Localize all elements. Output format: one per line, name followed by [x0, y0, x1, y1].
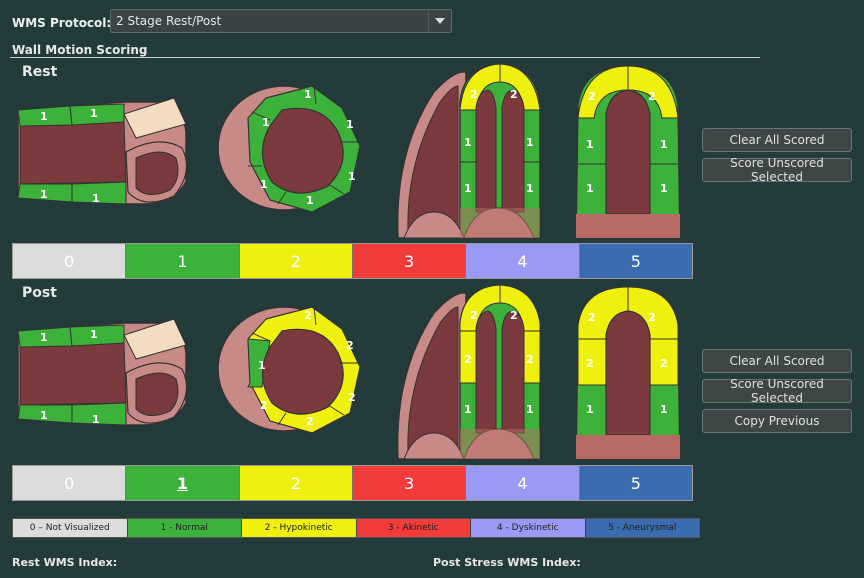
score-legend: 0 – Not Visualized 1 - Normal 2 - Hypoki… [12, 518, 700, 538]
post-la-score: 1 [90, 328, 98, 341]
post-4ch-score: 1 [526, 403, 534, 416]
rest-4ch-score: 1 [464, 182, 472, 195]
rest-score-0-button[interactable]: 0 [13, 244, 127, 278]
post-title: Post [22, 285, 57, 301]
rest-2ch-score: 2 [588, 90, 596, 103]
rest-four-chamber-view: 2 2 1 1 1 1 [396, 63, 541, 239]
post-sa-score: 2 [304, 309, 312, 322]
rest-la-score: 1 [40, 188, 48, 201]
rest-score-4-button[interactable]: 4 [466, 244, 580, 278]
post-4ch-score: 2 [510, 309, 518, 322]
post-2ch-score: 2 [588, 311, 596, 324]
wms-protocol-label: WMS Protocol: [12, 16, 112, 30]
post-score-3-button[interactable]: 3 [352, 466, 467, 500]
rest-4ch-score: 2 [510, 88, 518, 101]
rest-score-1-button[interactable]: 1 [126, 244, 240, 278]
post-la-score: 1 [40, 331, 48, 344]
rest-4ch-score: 1 [526, 182, 534, 195]
post-score-2-button[interactable]: 2 [239, 466, 353, 500]
post-2ch-score: 2 [586, 357, 594, 370]
post-la-seg-mid-inf[interactable] [71, 402, 127, 426]
post-2ch-score: 1 [586, 403, 594, 416]
rest-sa-score: 1 [260, 178, 268, 191]
section-title: Wall Motion Scoring [12, 43, 148, 57]
rest-sa-score: 1 [262, 116, 270, 129]
rest-4ch-score: 2 [470, 88, 478, 101]
rest-2ch-score: 1 [660, 182, 668, 195]
legend-item-4: 4 - Dyskinetic [471, 519, 586, 537]
post-2ch-score: 2 [660, 357, 668, 370]
rest-4ch-score: 1 [526, 136, 534, 149]
chevron-down-icon[interactable] [428, 10, 451, 32]
post-sa-score: 2 [346, 339, 354, 352]
rest-long-axis-view: 1 1 1 1 [17, 97, 188, 205]
rest-wms-index-label: Rest WMS Index: [12, 556, 118, 569]
post-four-chamber-view: 2 2 2 2 1 1 [396, 284, 541, 460]
legend-item-5: 5 - Aneurysmal [585, 519, 699, 537]
post-sa-score: 2 [306, 415, 314, 428]
rest-sa-score: 1 [348, 170, 356, 183]
post-score-1-button[interactable]: 1 [126, 466, 240, 500]
rest-score-3-button[interactable]: 3 [352, 244, 467, 278]
post-score-5-button[interactable]: 5 [579, 466, 692, 500]
post-sa-score: 1 [258, 359, 266, 372]
rest-la-score: 1 [90, 107, 98, 120]
rest-clear-all-scored-button[interactable]: Clear All Scored [702, 128, 852, 152]
legend-item-2: 2 - Hypokinetic [242, 519, 357, 537]
post-two-chamber-view: 2 2 2 2 1 1 [575, 286, 681, 460]
post-score-selector: 0 1 2 3 4 5 [12, 465, 693, 501]
rest-2ch-score: 2 [648, 90, 656, 103]
rest-title: Rest [22, 64, 58, 80]
post-wms-index-label: Post Stress WMS Index: [433, 556, 581, 569]
rest-sa-score: 1 [304, 88, 312, 101]
rest-2ch-score: 1 [660, 138, 668, 151]
legend-item-1: 1 - Normal [127, 519, 242, 537]
post-long-axis-view: 1 1 1 1 [17, 318, 188, 426]
rest-short-axis-view: 1 1 1 1 1 1 [217, 85, 361, 213]
rest-score-selector: 0 1 2 3 4 5 [12, 243, 693, 279]
post-la-score: 1 [92, 413, 100, 426]
post-sa-score: 2 [348, 391, 356, 404]
post-short-axis-view: 2 2 2 2 1 2 [217, 306, 361, 434]
rest-two-chamber-view: 2 2 1 1 1 1 [575, 65, 681, 239]
rest-score-5-button[interactable]: 5 [579, 244, 692, 278]
post-score-0-button[interactable]: 0 [13, 466, 127, 500]
legend-item-3: 3 - Akinetic [356, 519, 471, 537]
section-divider [10, 57, 760, 58]
post-score-4-button[interactable]: 4 [466, 466, 580, 500]
post-4ch-score: 2 [470, 309, 478, 322]
rest-score-2-button[interactable]: 2 [239, 244, 353, 278]
wms-protocol-value: 2 Stage Rest/Post [116, 14, 222, 28]
rest-la-seg-mid-inf[interactable] [71, 181, 127, 205]
rest-sa-score: 1 [306, 194, 314, 207]
post-la-score: 1 [40, 409, 48, 422]
post-la-seg-mid-ant[interactable] [69, 324, 125, 347]
rest-la-seg-mid-ant[interactable] [69, 103, 125, 126]
rest-2ch-score: 1 [586, 182, 594, 195]
post-2ch-score: 2 [648, 311, 656, 324]
rest-la-score: 1 [40, 110, 48, 123]
rest-4ch-score: 1 [464, 136, 472, 149]
rest-score-unscored-selected-button[interactable]: Score Unscored Selected [702, 156, 852, 184]
legend-item-0: 0 – Not Visualized [13, 519, 128, 537]
post-clear-all-scored-button[interactable]: Clear All Scored [702, 349, 852, 373]
wms-protocol-select[interactable]: 2 Stage Rest/Post [110, 9, 452, 33]
post-score-unscored-selected-button[interactable]: Score Unscored Selected [702, 377, 852, 405]
post-4ch-score: 2 [464, 353, 472, 366]
post-4ch-score: 2 [526, 353, 534, 366]
copy-previous-button[interactable]: Copy Previous [702, 409, 852, 433]
rest-sa-score: 1 [346, 118, 354, 131]
rest-la-score: 1 [92, 192, 100, 205]
post-2ch-score: 1 [660, 403, 668, 416]
rest-2ch-score: 1 [586, 138, 594, 151]
post-4ch-score: 1 [464, 403, 472, 416]
post-sa-score: 2 [260, 399, 268, 412]
